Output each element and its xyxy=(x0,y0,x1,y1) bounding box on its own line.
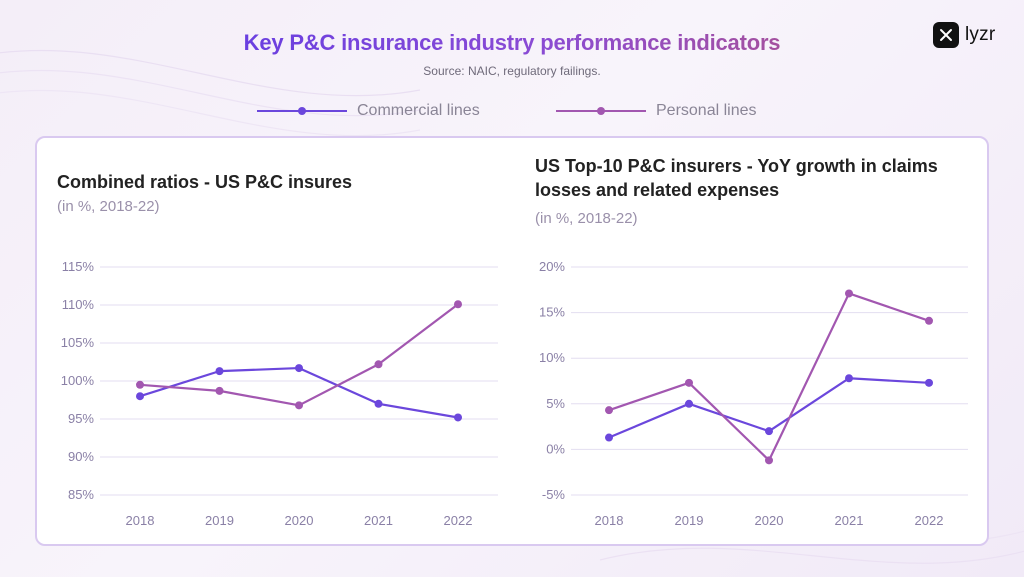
series-line-commercial xyxy=(139,366,459,419)
page-title: Key P&C insurance industry performance i… xyxy=(243,30,781,55)
brand-logo: lyzr xyxy=(933,22,995,48)
legend-marker-commercial xyxy=(257,107,347,115)
data-point-commercial xyxy=(215,367,224,376)
legend-item-commercial: Commercial lines xyxy=(257,100,480,122)
x-tick-label: 2021 xyxy=(835,513,864,528)
y-tick-label: 5% xyxy=(546,396,565,411)
y-tick-label: 115% xyxy=(62,259,95,274)
charts-card: Combined ratios - US P&C insures (in %, … xyxy=(35,136,989,546)
y-tick-label: 85% xyxy=(68,487,94,502)
data-point-personal xyxy=(845,289,853,298)
y-tick-label: 90% xyxy=(68,449,94,464)
claims-growth-chart: 20% 15% 10% 5% 0% -5% 2018 2019 2020 2021 2022 xyxy=(539,259,968,528)
data-point-commercial xyxy=(925,378,933,387)
y-tick-label: 15% xyxy=(539,305,565,320)
x-tick-label: 2020 xyxy=(755,513,784,528)
x-tick-label: 2019 xyxy=(675,513,704,528)
y-tick-label: 20% xyxy=(539,259,565,274)
x-tick-label: 2018 xyxy=(595,513,624,528)
data-point-commercial xyxy=(136,392,144,401)
combined-ratios-chart: 115% 110% 105% 100% 95% 90% 85% 2018 2019 2020 202… xyxy=(61,259,498,528)
data-point-commercial xyxy=(765,427,773,436)
brand-name: lyzr xyxy=(965,24,996,45)
chart-title-line: US Top-10 P&C insurers - YoY growth in c… xyxy=(535,156,938,176)
y-tick-label: 100% xyxy=(61,373,95,388)
data-point-personal xyxy=(215,386,224,395)
legend-label: Commercial lines xyxy=(357,102,480,119)
data-point-personal xyxy=(925,316,933,325)
y-tick-label: 105% xyxy=(61,335,95,350)
data-point-personal xyxy=(454,300,462,309)
y-tick-label: -5% xyxy=(542,487,566,502)
data-point-personal xyxy=(136,380,144,389)
chart-title-claims-growth: US Top-10 P&C insurers - YoY growth in c… xyxy=(535,154,938,202)
data-point-commercial xyxy=(845,374,853,383)
chart-legend: Commercial lines Personal lines xyxy=(0,100,1024,122)
chart-subtitle: (in %, 2018-22) xyxy=(57,198,160,215)
source-note: Source: NAIC, regulatory failings. xyxy=(423,64,601,78)
x-tick-label: 2022 xyxy=(444,513,473,528)
y-tick-label: 10% xyxy=(539,350,565,365)
x-tick-label: 2022 xyxy=(915,513,944,528)
x-tick-label: 2021 xyxy=(364,513,393,528)
data-point-personal xyxy=(295,401,303,410)
data-point-commercial xyxy=(295,364,303,373)
x-tick-label: 2018 xyxy=(126,513,155,528)
chart-title-line: losses and related expenses xyxy=(535,180,780,200)
chart-subtitle: (in %, 2018-22) xyxy=(535,210,638,227)
x-tick-label: 2019 xyxy=(205,513,234,528)
x-tick-label: 2020 xyxy=(285,513,314,528)
data-point-personal xyxy=(374,360,383,369)
chart-title-combined-ratios: Combined ratios - US P&C insures xyxy=(57,172,353,192)
y-tick-label: 0% xyxy=(546,441,565,456)
legend-label: Personal lines xyxy=(656,102,757,119)
lyzr-logo-icon xyxy=(933,22,959,48)
data-point-personal xyxy=(685,378,693,387)
y-tick-label: 95% xyxy=(68,411,94,426)
legend-item-personal: Personal lines xyxy=(556,100,757,122)
series-line-personal xyxy=(139,303,459,407)
data-point-commercial xyxy=(454,413,462,422)
data-point-commercial xyxy=(374,399,383,408)
data-point-personal xyxy=(765,456,773,465)
y-tick-label: 110% xyxy=(62,297,95,312)
series-line-personal xyxy=(608,292,930,462)
legend-marker-personal xyxy=(556,107,646,115)
data-point-personal xyxy=(605,406,613,415)
data-point-commercial xyxy=(605,433,613,442)
data-point-commercial xyxy=(685,399,693,408)
